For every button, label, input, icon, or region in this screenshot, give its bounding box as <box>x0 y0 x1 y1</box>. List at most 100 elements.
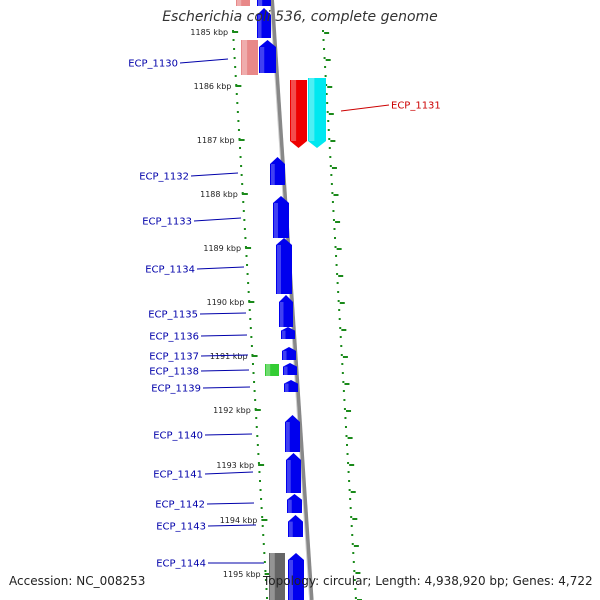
track-dot <box>328 147 331 149</box>
gene-label: ECP_1131 <box>391 101 441 112</box>
minor-tick <box>338 275 344 277</box>
track-dot <box>340 354 343 356</box>
track-dot <box>354 597 357 599</box>
kbp-tick-label: 1194 kbp <box>220 516 258 525</box>
minor-tick <box>328 113 334 115</box>
track-dot <box>351 534 354 536</box>
minor-tick <box>352 518 358 520</box>
track-dot <box>351 543 354 545</box>
minor-tick <box>324 32 330 34</box>
track-dot <box>325 93 328 95</box>
scale-dot <box>242 210 245 212</box>
track-dot <box>350 516 353 518</box>
gene-glyph <box>288 515 303 537</box>
gene-leader-line <box>200 354 249 357</box>
track-dot <box>337 300 340 302</box>
gene-glyph <box>257 0 271 6</box>
minor-tick <box>341 329 347 331</box>
track-dot <box>328 138 331 140</box>
scale-dot <box>253 390 256 392</box>
minor-tick <box>331 167 337 169</box>
track-dot <box>350 525 353 527</box>
gene-glyph-shine <box>260 47 265 73</box>
scale-dot <box>239 156 242 158</box>
track-dot <box>342 381 345 383</box>
track-dot <box>348 489 351 491</box>
scale-dot <box>257 453 260 455</box>
gene-glyph <box>282 347 296 360</box>
scale-dot <box>256 444 259 446</box>
scale-dot <box>261 525 264 527</box>
gene-leader-line <box>193 217 242 222</box>
gene-label: ECP_1144 <box>156 559 206 570</box>
gene-leader-line <box>340 104 390 112</box>
scale-dot <box>259 489 262 491</box>
track-dot <box>326 111 329 113</box>
gene-label: ECP_1134 <box>145 265 195 276</box>
scale-dot <box>235 93 238 95</box>
minor-tick <box>353 545 359 547</box>
track-dot <box>327 129 330 131</box>
scale-dot <box>250 336 253 338</box>
track-dot <box>338 318 341 320</box>
gene-glyph-shine <box>282 330 286 339</box>
minor-tick <box>344 383 350 385</box>
track-dot <box>349 498 352 500</box>
scale-dot <box>239 147 242 149</box>
gene-label: ECP_1140 <box>153 431 203 442</box>
track-dot <box>336 273 339 275</box>
accession-text: Accession: NC_008253 <box>9 574 146 588</box>
minor-tick <box>335 221 341 223</box>
kbp-tick-label: 1186 kbp <box>194 82 232 91</box>
track-dot <box>353 570 356 572</box>
gene-glyph-shine <box>283 350 287 360</box>
scale-dot <box>246 264 249 266</box>
gene-glyph-shine <box>291 80 297 141</box>
scale-dot <box>257 462 260 464</box>
gene-glyph <box>273 196 289 238</box>
kbp-tick <box>248 301 255 303</box>
gene-glyph-shine <box>286 422 290 452</box>
scale-dot <box>249 318 252 320</box>
kbp-tick <box>235 85 242 87</box>
track-dot <box>346 444 349 446</box>
gene-glyph-shine <box>289 521 293 537</box>
scale-dot <box>252 372 255 374</box>
gene-glyph <box>257 8 271 38</box>
gene-leader-line <box>179 58 229 64</box>
gene-glyph <box>276 238 292 294</box>
kbp-tick-label: 1195 kbp <box>223 570 261 579</box>
kbp-tick-label: 1193 kbp <box>216 461 254 470</box>
scale-dot <box>258 471 261 473</box>
gene-label: ECP_1142 <box>155 500 205 511</box>
scale-dot <box>240 165 243 167</box>
track-dot <box>341 363 344 365</box>
kbp-tick-label: 1189 kbp <box>203 244 241 253</box>
track-dot <box>352 552 355 554</box>
scale-dot <box>266 597 269 599</box>
scale-dot <box>263 561 266 563</box>
scale-dot <box>236 111 239 113</box>
track-dot <box>334 246 337 248</box>
gene-glyph <box>279 295 293 327</box>
gene-glyph-shine <box>237 0 242 6</box>
track-dot <box>331 192 334 194</box>
gene-leader-line <box>200 369 250 372</box>
track-dot <box>324 75 327 77</box>
gene-leader-line <box>199 312 247 315</box>
track-dot <box>337 291 340 293</box>
gene-glyph <box>259 40 276 73</box>
minor-tick <box>330 140 336 142</box>
gene-glyph <box>236 0 250 6</box>
track-dot <box>348 480 351 482</box>
gene-glyph <box>288 553 304 600</box>
scale-dot <box>233 57 236 59</box>
gene-label: ECP_1133 <box>142 217 192 228</box>
gene-glyph-shine <box>258 0 263 6</box>
scale-dot <box>240 174 243 176</box>
track-dot <box>327 120 330 122</box>
gene-glyph <box>286 453 301 493</box>
scale-dot <box>234 66 237 68</box>
gene-label: ECP_1130 <box>128 59 178 70</box>
